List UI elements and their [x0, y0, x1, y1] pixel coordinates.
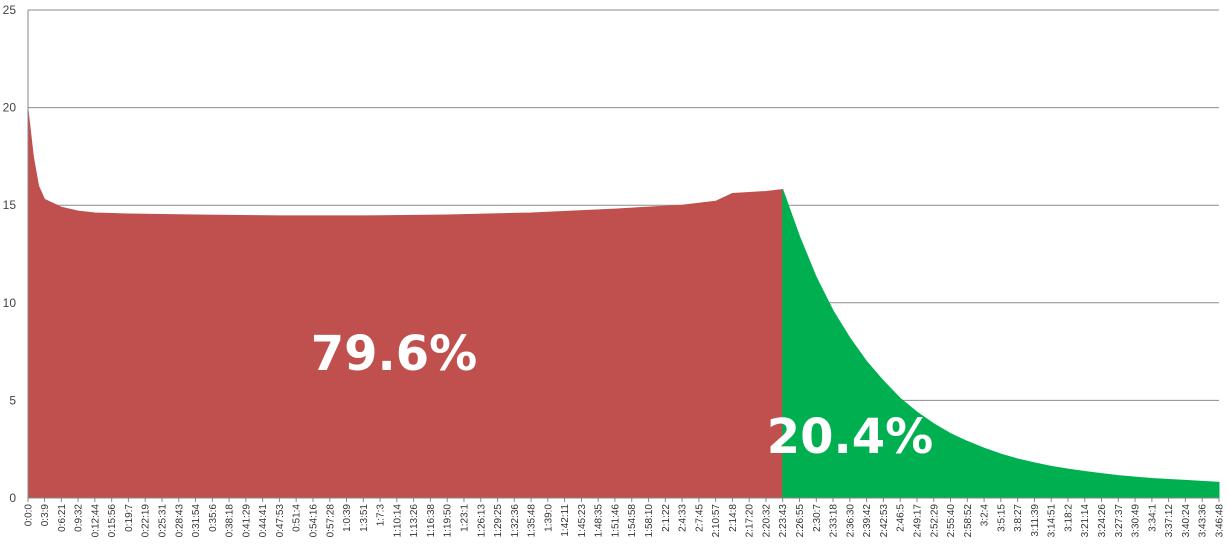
- x-tick-label: 0:9:32: [74, 504, 85, 532]
- y-tick-label-5: 5: [9, 393, 16, 407]
- x-tick-label: 0:28:43: [174, 504, 185, 538]
- x-tick-label: 3:46:48: [1215, 504, 1226, 538]
- x-tick-label: 0:51:4: [292, 504, 303, 532]
- x-tick-label: 3:14:51: [1047, 504, 1058, 538]
- x-tick-label: 1:7:3: [376, 504, 387, 527]
- x-tick-label: 0:38:18: [225, 504, 236, 538]
- x-tick-label: 3:34:1: [1147, 504, 1158, 532]
- x-tick-label: 2:39:42: [862, 504, 873, 538]
- x-tick-label: 0:47:53: [275, 504, 286, 538]
- x-tick-label: 1:58:10: [644, 504, 655, 538]
- x-tick-label: 3:18:2: [1063, 504, 1074, 532]
- x-tick-label: 0:12:44: [90, 504, 101, 538]
- x-tick-label: 3:24:26: [1097, 504, 1108, 538]
- x-tick-label: 2:58:52: [963, 504, 974, 538]
- y-tick-label-25: 25: [3, 3, 17, 17]
- x-tick-label: 1:32:36: [510, 504, 521, 538]
- x-tick-label: 1:29:25: [493, 504, 504, 538]
- x-tick-label: 0:3:9: [40, 504, 51, 527]
- x-tick-label: 0:35:6: [208, 504, 219, 532]
- x-tick-label: 1:48:35: [594, 504, 605, 538]
- x-tick-label: 0:19:7: [124, 504, 135, 532]
- series-2-area: [782, 189, 1220, 499]
- percentage-label-1: 79.6%: [311, 326, 478, 382]
- y-tick-label-20: 20: [3, 101, 17, 115]
- x-tick-label: 3:2:4: [980, 504, 991, 527]
- x-tick-label: 1:10:14: [392, 504, 403, 538]
- x-tick-label: 2:55:40: [946, 504, 957, 538]
- y-tick-label-0: 0: [9, 491, 16, 505]
- x-axis-tick-labels: 0:0:0 0:3:9 0:6:21 0:9:32 0:12:44 0:15:56 0:19…: [24, 504, 1226, 538]
- x-tick-label: 1:3:51: [359, 504, 370, 532]
- x-tick-label: 2:30:7: [812, 504, 823, 532]
- x-tick-label: 2:7:45: [694, 504, 705, 532]
- x-tick-label: 3:30:49: [1131, 504, 1142, 538]
- x-tick-label: 0:57:28: [325, 504, 336, 538]
- x-tick-label: 1:16:38: [426, 504, 437, 538]
- x-tick-label: 0:6:21: [57, 504, 68, 532]
- percentage-label-2: 20.4%: [767, 409, 934, 465]
- x-tick-label: 2:52:29: [929, 504, 940, 538]
- x-tick-label: 3:21:14: [1080, 504, 1091, 538]
- x-tick-label: 2:26:55: [795, 504, 806, 538]
- y-tick-label-10: 10: [3, 296, 17, 310]
- x-tick-label: 3:43:36: [1198, 504, 1209, 538]
- x-tick-label: 1:51:46: [610, 504, 621, 538]
- x-tick-label: 1:39:0: [543, 504, 554, 532]
- x-tick-label: 1:23:1: [459, 504, 470, 532]
- x-tick-label: 3:8:27: [1013, 504, 1024, 532]
- x-tick-label: 2:4:33: [678, 504, 689, 532]
- x-tick-label: 2:49:17: [913, 504, 924, 538]
- x-tick-label: 2:33:18: [829, 504, 840, 538]
- x-tick-label: 2:20:32: [762, 504, 773, 538]
- x-tick-label: 3:27:37: [1114, 504, 1125, 538]
- x-tick-label: 3:11:39: [1030, 504, 1041, 537]
- x-tick-label: 0:25:31: [158, 504, 169, 538]
- x-tick-label: 2:1:22: [661, 504, 672, 532]
- x-tick-label: 0:31:54: [191, 504, 202, 538]
- x-tick-label: 2:36:30: [845, 504, 856, 538]
- x-tick-label: 0:15:56: [107, 504, 118, 538]
- x-tick-label: 2:14:8: [728, 504, 739, 532]
- x-tick-label: 1:45:23: [577, 504, 588, 538]
- x-tick-label: 3:40:24: [1181, 504, 1192, 538]
- data-areas: [27, 109, 1220, 499]
- series-1-area: [27, 109, 784, 499]
- x-tick-label: 0:41:29: [241, 504, 252, 538]
- x-tick-label: 2:46:5: [896, 504, 907, 532]
- x-tick-label: 1:26:13: [476, 504, 487, 538]
- x-tick-label: 2:42:53: [879, 504, 890, 538]
- x-tick-label: 1:42:11: [560, 504, 571, 537]
- x-tick-label: 0:44:41: [258, 504, 269, 538]
- x-tick-label: 2:23:43: [778, 504, 789, 538]
- x-tick-label: 0:0:0: [24, 504, 35, 527]
- x-tick-label: 2:17:20: [745, 504, 756, 538]
- x-tick-label: 0:22:19: [141, 504, 152, 538]
- y-axis-tick-labels: 0 5 10 15 20 25: [3, 3, 17, 505]
- axes: [27, 10, 1220, 502]
- x-tick-label: 3:37:12: [1164, 504, 1175, 538]
- percentage-annotations: 79.6% 20.4%: [311, 326, 934, 465]
- y-tick-label-15: 15: [3, 198, 17, 212]
- x-tick-label: 1:35:48: [527, 504, 538, 538]
- x-tick-label: 2:10:57: [711, 504, 722, 538]
- x-tick-label: 1:13:26: [409, 504, 420, 538]
- x-tick-label: 1:54:58: [627, 504, 638, 538]
- x-tick-label: 1:0:39: [342, 504, 353, 532]
- x-tick-label: 3:5:15: [996, 504, 1007, 532]
- x-tick-label: 1:19:50: [443, 504, 454, 538]
- x-tick-label: 0:54:16: [309, 504, 320, 538]
